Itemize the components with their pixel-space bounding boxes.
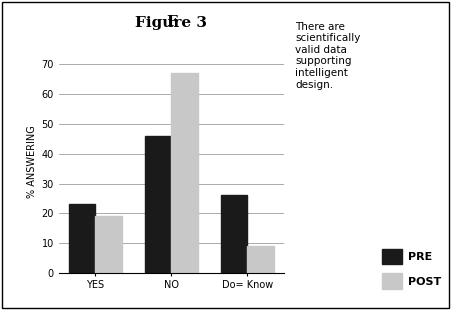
- Bar: [69, 204, 96, 273]
- Bar: [221, 195, 247, 273]
- Y-axis label: % ANSWERING: % ANSWERING: [27, 125, 37, 197]
- Bar: [247, 246, 274, 273]
- Bar: [145, 136, 171, 273]
- Title: FᴇGURE 3: FᴇGURE 3: [0, 309, 1, 310]
- Text: Figure 3: Figure 3: [135, 16, 207, 29]
- Text: There are
scientifically
valid data
supporting
intelligent
design.: There are scientifically valid data supp…: [295, 22, 361, 90]
- Legend: PRE, POST: PRE, POST: [382, 249, 441, 289]
- Bar: [171, 73, 198, 273]
- Text: F: F: [166, 16, 177, 29]
- Bar: [96, 216, 122, 273]
